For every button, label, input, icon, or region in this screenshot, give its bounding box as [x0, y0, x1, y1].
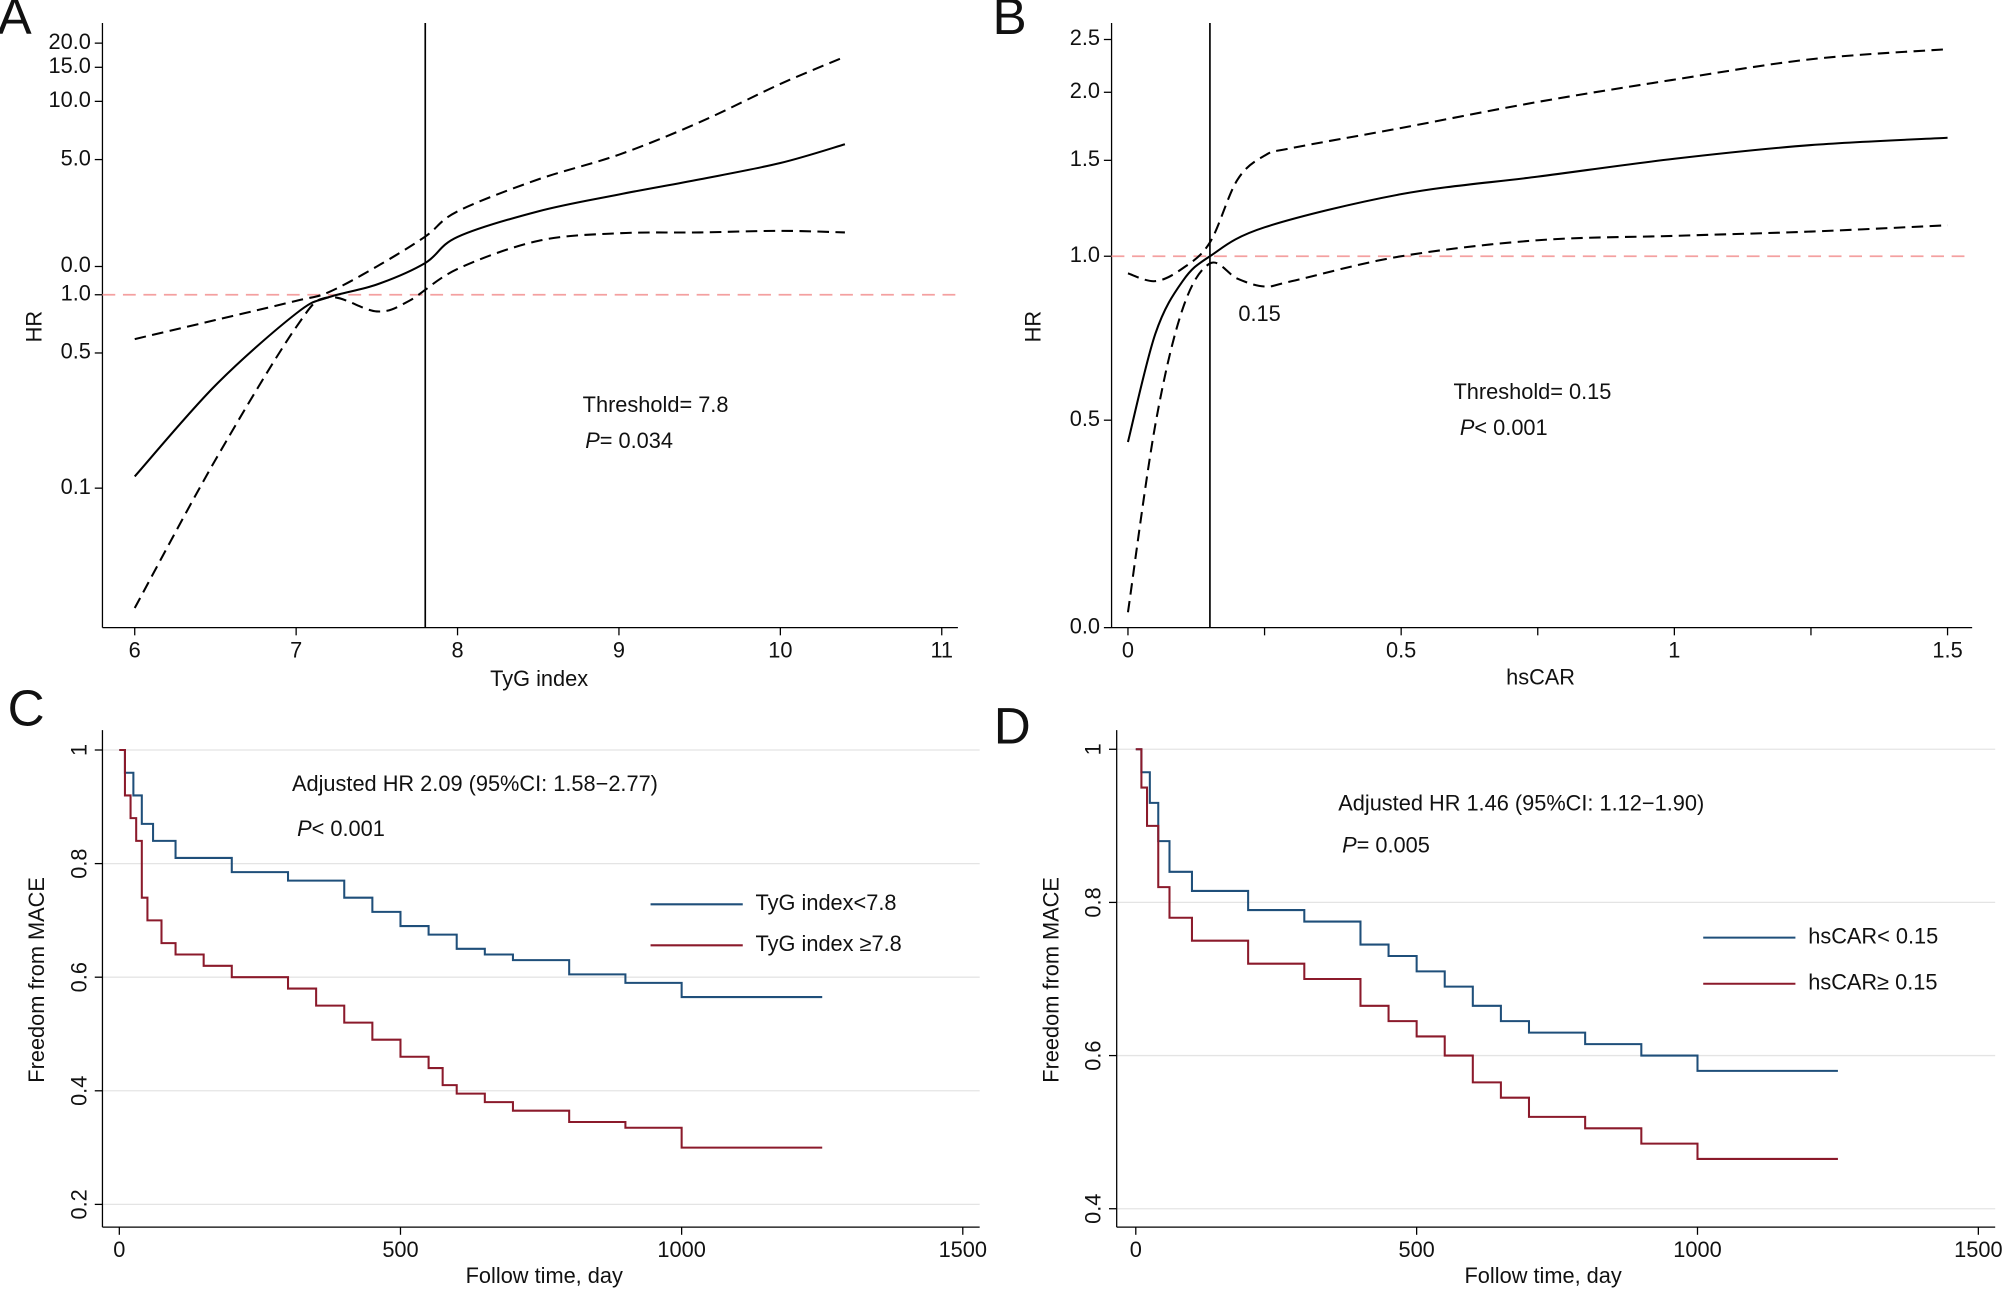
series-line — [119, 748, 823, 999]
panel-letter: B — [992, 0, 1026, 45]
y-tick-label: 0.4 — [1081, 1194, 1106, 1224]
y-tick-label: 0.1 — [61, 474, 91, 499]
panel-letter: A — [0, 0, 32, 45]
x-tick-label: 11 — [930, 638, 953, 663]
annotation-italic: P — [1342, 832, 1357, 857]
annotation-text: Adjusted HR 2.09 (95%CI: 1.58−2.77) — [292, 771, 658, 796]
y-tick-label: 0.0 — [61, 252, 91, 277]
series-line — [1127, 48, 1948, 283]
series-line — [1126, 136, 1948, 443]
x-tick-label: 8 — [451, 638, 463, 663]
x-axis-title: Follow time, day — [466, 1263, 623, 1288]
annotation-italic: P — [585, 428, 600, 453]
series-line — [1126, 224, 1948, 613]
x-tick-label: 9 — [613, 638, 625, 663]
x-tick-label: 1500 — [1954, 1237, 2002, 1262]
x-tick-label: 10 — [768, 638, 792, 663]
annotation-text: < 0.001 — [1474, 415, 1547, 440]
annotation-text: = 0.034 — [600, 428, 673, 453]
series-line — [133, 143, 846, 478]
x-tick-label: 0 — [1130, 1237, 1142, 1262]
annotation-italic: P — [297, 816, 312, 841]
y-tick-label: 2.0 — [1070, 78, 1100, 103]
annotation: P= 0.005 — [1342, 832, 1430, 857]
x-tick-label: 500 — [1398, 1237, 1434, 1262]
y-tick-label: 0.8 — [1081, 887, 1106, 917]
y-axis-title: Freedom from MACE — [24, 877, 49, 1083]
panel-letter: C — [8, 680, 45, 737]
y-tick-label: 2.5 — [1070, 25, 1100, 50]
x-tick-label: 1000 — [657, 1237, 705, 1262]
annotation-text: < 0.001 — [312, 816, 385, 841]
legend-label: TyG index ≥7.8 — [756, 931, 902, 956]
y-tick-label: 15.0 — [49, 53, 91, 78]
legend-label: TyG index<7.8 — [756, 890, 897, 915]
annotation-text: Adjusted HR 1.46 (95%CI: 1.12−1.90) — [1338, 790, 1704, 815]
y-tick-label: 0.6 — [66, 962, 91, 992]
annotation-text: Threshold= 0.15 — [1453, 379, 1611, 404]
x-tick-label: 1000 — [1673, 1237, 1721, 1262]
x-tick-label: 0 — [1122, 638, 1134, 663]
x-axis-title: hsCAR — [1506, 665, 1575, 690]
annotation: Adjusted HR 2.09 (95%CI: 1.58−2.77) — [292, 771, 658, 796]
y-tick-label: 0.2 — [66, 1189, 91, 1219]
annotation: Threshold= 7.8 — [583, 392, 729, 417]
panel-letter: D — [994, 698, 1031, 755]
series-line — [133, 229, 845, 609]
x-tick-label: 1.5 — [1932, 638, 1962, 663]
x-tick-label: 6 — [129, 638, 141, 663]
x-tick-label: 0.5 — [1386, 638, 1416, 663]
annotation-text: 0.15 — [1238, 301, 1280, 326]
y-tick-label: 1.0 — [1070, 242, 1100, 267]
series-line — [119, 748, 823, 1149]
annotation: P< 0.001 — [297, 816, 385, 841]
y-tick-label: 0.8 — [66, 848, 91, 878]
annotation: Adjusted HR 1.46 (95%CI: 1.12−1.90) — [1338, 790, 1704, 815]
x-axis-title: Follow time, day — [1465, 1263, 1622, 1288]
y-axis-title: HR — [22, 311, 47, 342]
annotation-text: = 0.005 — [1357, 832, 1430, 857]
y-tick-label: 20.0 — [49, 29, 91, 54]
annotation: P= 0.034 — [585, 428, 673, 453]
y-tick-label: 0.5 — [1070, 406, 1100, 431]
y-tick-label: 0.4 — [66, 1076, 91, 1106]
x-tick-label: 1 — [1668, 638, 1680, 663]
annotation-text: Threshold= 7.8 — [583, 392, 729, 417]
x-tick-label: 7 — [290, 638, 302, 663]
y-tick-label: 1.5 — [1070, 146, 1100, 171]
series-line — [134, 55, 846, 341]
x-axis-title: TyG index — [490, 666, 588, 691]
y-tick-label: 0.5 — [61, 339, 91, 364]
y-axis-title: Freedom from MACE — [1038, 877, 1063, 1083]
annotation: P< 0.001 — [1460, 415, 1548, 440]
y-tick-label: 0.0 — [1070, 613, 1100, 638]
annotation-italic: P — [1460, 415, 1475, 440]
legend-label: hsCAR≥ 0.15 — [1808, 969, 1937, 994]
legend-label: hsCAR< 0.15 — [1808, 923, 1938, 948]
x-tick-label: 500 — [382, 1237, 418, 1262]
y-tick-label: 5.0 — [61, 145, 91, 170]
y-axis-title: HR — [1020, 311, 1045, 342]
annotation: Threshold= 0.15 — [1453, 379, 1611, 404]
y-tick-label: 0.6 — [1081, 1040, 1106, 1070]
y-tick-label: 1.0 — [61, 281, 91, 306]
annotation: 0.15 — [1238, 301, 1280, 326]
y-tick-label: 10.0 — [49, 87, 91, 112]
y-tick-label: 1 — [1081, 743, 1106, 755]
series-line — [1135, 748, 1838, 1160]
x-tick-label: 0 — [113, 1237, 125, 1262]
y-tick-label: 1 — [66, 744, 91, 756]
x-tick-label: 1500 — [939, 1237, 987, 1262]
